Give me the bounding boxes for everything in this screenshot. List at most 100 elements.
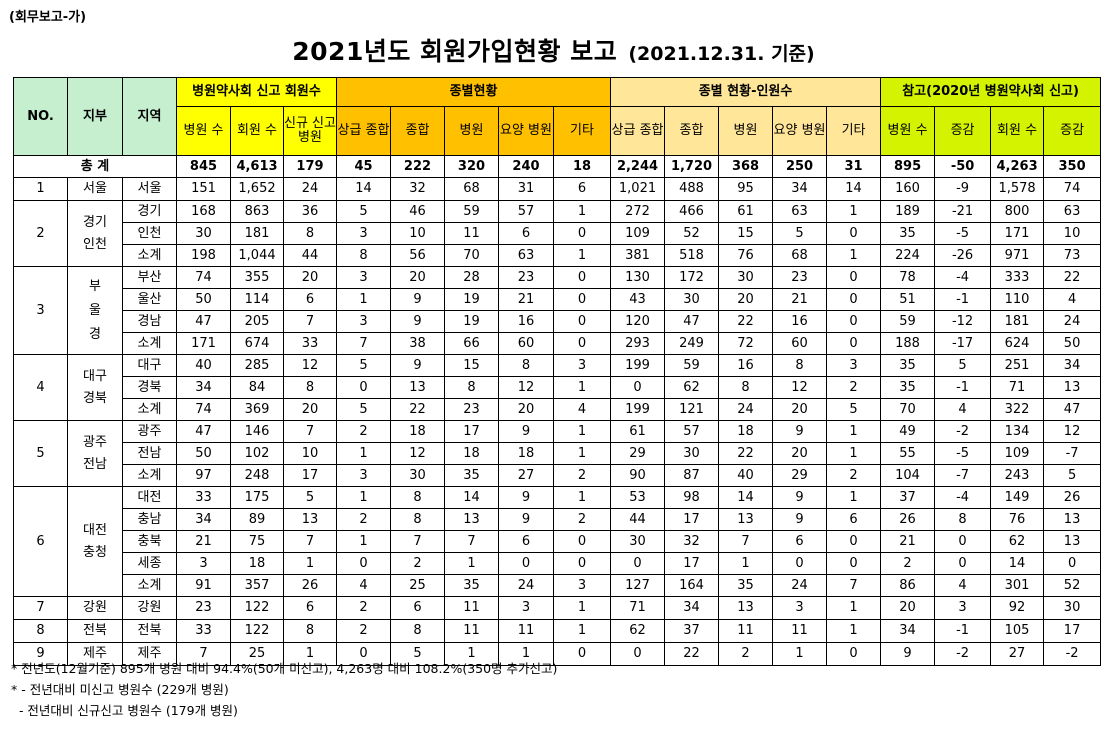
region-name: 소계 <box>122 332 177 355</box>
value-cell: 120 <box>610 310 666 333</box>
value-cell: 175 <box>230 486 284 509</box>
value-cell: 10 <box>283 442 337 465</box>
value-cell: 7 <box>176 642 231 666</box>
value-cell: 17 <box>283 464 337 487</box>
value-cell: 21 <box>176 530 231 553</box>
value-cell: 20 <box>772 398 828 421</box>
value-cell: 35 <box>880 222 936 245</box>
value-cell: 75 <box>230 530 284 553</box>
value-cell: 7 <box>444 530 499 553</box>
value-cell: 22 <box>718 442 774 465</box>
value-cell: 102 <box>230 442 284 465</box>
value-cell: 20 <box>283 398 337 421</box>
value-cell: 168 <box>176 200 231 223</box>
value-cell: 19 <box>444 310 499 333</box>
value-cell: 72 <box>718 332 774 355</box>
value-cell: 109 <box>990 442 1045 465</box>
value-cell: 1 <box>444 642 499 666</box>
row-number: 3 <box>13 266 68 355</box>
value-cell: 34 <box>664 596 720 620</box>
value-cell: 95 <box>718 177 774 201</box>
value-cell: 199 <box>610 354 666 377</box>
value-cell: 3 <box>336 464 391 487</box>
table-row: 7 강원 강원 23 122 6 2 6 11 3 1 71 34 13 3 1 20 3 92 30 <box>13 596 1102 620</box>
total-cell: 240 <box>498 155 554 178</box>
value-cell: 0 <box>552 552 612 575</box>
value-cell: 1 <box>336 442 391 465</box>
value-cell: 9 <box>390 354 445 377</box>
value-cell: 6 <box>390 596 445 620</box>
value-cell: 3 <box>826 354 882 377</box>
value-cell: 6 <box>498 530 554 553</box>
value-cell: 22 <box>664 642 720 666</box>
value-cell: 40 <box>176 354 231 377</box>
value-cell: 18 <box>390 420 445 443</box>
value-cell: 518 <box>664 244 720 267</box>
value-cell: 171 <box>990 222 1045 245</box>
value-cell: 8 <box>336 244 391 267</box>
table-row: 충북 21 75 7 1 7 7 6 0 30 32 7 6 0 21 0 62 13 <box>14 530 1102 553</box>
value-cell: 8 <box>718 376 774 399</box>
value-cell: 18 <box>718 420 774 443</box>
value-cell: 5 <box>772 222 828 245</box>
value-cell: 0 <box>552 222 612 245</box>
value-cell: 60 <box>772 332 828 355</box>
value-cell: 18 <box>230 552 284 575</box>
value-cell: 0 <box>610 552 666 575</box>
page-title: 2021년도 회원가입현황 보고 (2021.12.31. 기준) <box>0 32 1107 68</box>
value-cell: 31 <box>498 177 554 201</box>
value-cell: 1 <box>552 200 612 223</box>
value-cell: 20 <box>390 266 445 289</box>
value-cell: 33 <box>176 486 231 509</box>
value-cell: 0 <box>336 376 391 399</box>
value-cell: 1 <box>552 420 612 443</box>
value-cell: 90 <box>610 464 666 487</box>
table-row: 울산 50 114 6 1 9 19 21 0 43 30 20 21 0 51 -1 110 4 <box>14 288 1102 311</box>
value-cell: 0 <box>826 530 882 553</box>
value-cell: 674 <box>230 332 284 355</box>
value-cell: 10 <box>1043 222 1102 245</box>
value-cell: 51 <box>880 288 936 311</box>
value-cell: 18 <box>498 442 554 465</box>
value-cell: 7 <box>283 420 337 443</box>
value-cell: 109 <box>610 222 666 245</box>
value-cell: 24 <box>772 574 828 597</box>
value-cell: 164 <box>664 574 720 597</box>
value-cell: 9 <box>772 486 828 509</box>
value-cell: -1 <box>934 288 992 311</box>
value-cell: 3 <box>934 596 992 620</box>
table-row: 세종 3 18 1 0 2 1 0 0 0 17 1 0 0 2 0 14 0 <box>14 552 1102 575</box>
table-row: 충남 34 89 13 2 8 13 9 2 44 17 13 9 6 26 8 76 13 <box>14 508 1102 531</box>
sub-header: 요양 병원 <box>498 106 554 156</box>
value-cell: 36 <box>283 200 337 223</box>
value-cell: 11 <box>444 619 499 643</box>
value-cell: 0 <box>552 266 612 289</box>
row-number: 9 <box>13 642 68 666</box>
value-cell: 1 <box>283 642 337 666</box>
table-row: 소계 97 248 17 3 30 35 27 2 90 87 40 29 2 104 -7 243 5 <box>14 464 1102 487</box>
value-cell: 466 <box>664 200 720 223</box>
table-row: 4 대구 경북 대구 40 285 12 5 9 15 8 3 199 59 16 8 3 35 5 251 34 <box>13 354 1102 421</box>
value-cell: 76 <box>718 244 774 267</box>
sub-header: 종합 <box>664 106 720 156</box>
value-cell: 17 <box>444 420 499 443</box>
value-cell: 130 <box>610 266 666 289</box>
value-cell: -4 <box>934 486 992 509</box>
value-cell: 7 <box>336 332 391 355</box>
value-cell: 29 <box>610 442 666 465</box>
table-row: 경남 47 205 7 3 9 19 16 0 120 47 22 16 0 59 -12 181 24 <box>14 310 1102 333</box>
value-cell: 66 <box>444 332 499 355</box>
value-cell: 52 <box>664 222 720 245</box>
value-cell: 5 <box>336 354 391 377</box>
value-cell: 74 <box>176 266 231 289</box>
value-cell: 73 <box>1043 244 1102 267</box>
value-cell: -7 <box>1043 442 1102 465</box>
value-cell: 22 <box>718 310 774 333</box>
value-cell: 63 <box>498 244 554 267</box>
value-cell: 110 <box>990 288 1045 311</box>
value-cell: 488 <box>664 177 720 201</box>
value-cell: 5 <box>826 398 882 421</box>
total-cell: 350 <box>1043 155 1102 178</box>
region-name: 경남 <box>122 310 177 333</box>
